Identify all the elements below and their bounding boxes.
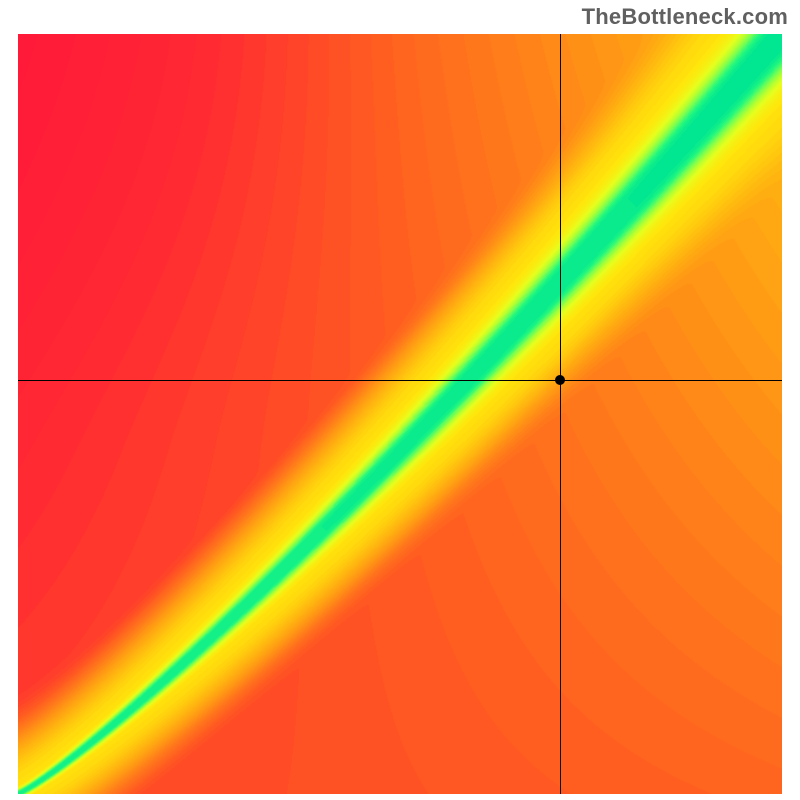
- heatmap-canvas: [18, 34, 782, 794]
- attribution-text: TheBottleneck.com: [582, 4, 788, 30]
- heatmap-plot: [18, 34, 782, 794]
